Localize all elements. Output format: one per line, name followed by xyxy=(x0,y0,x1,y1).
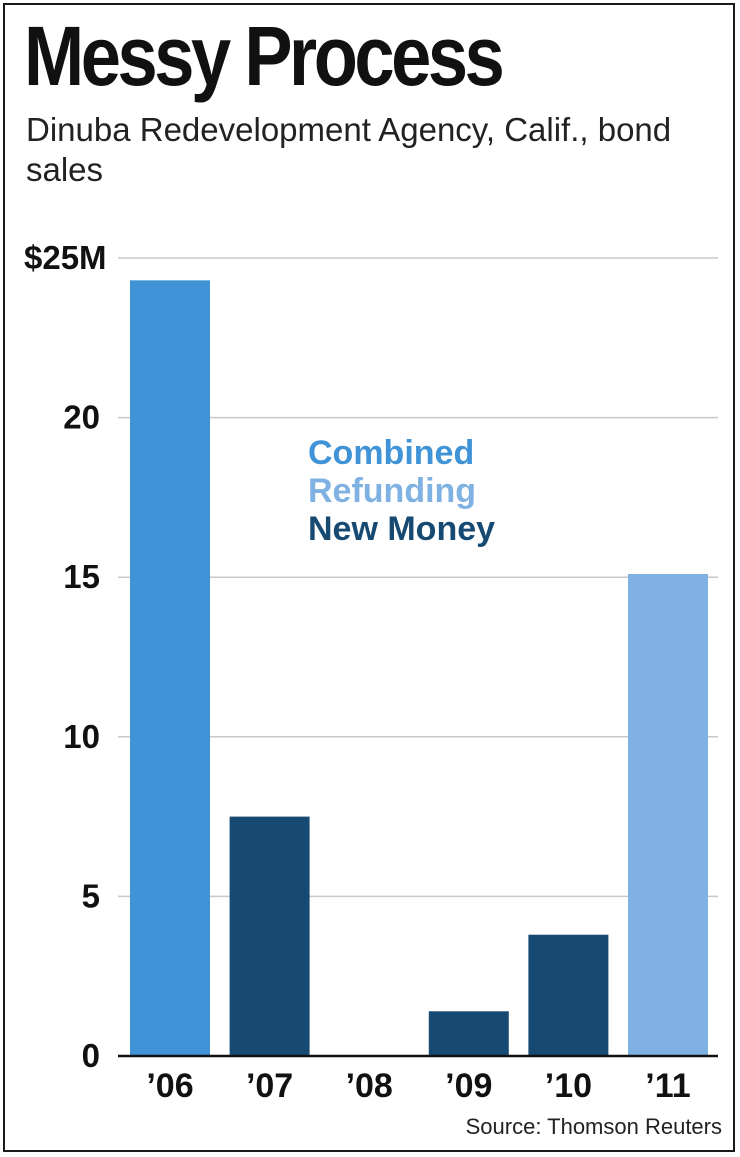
bar-4 xyxy=(528,934,609,1056)
y-tick-label-20: 20 xyxy=(63,399,100,436)
bar-0 xyxy=(130,280,210,1056)
chart-subtitle: Dinuba Redevelopment Agency, Calif., bon… xyxy=(26,111,672,188)
legend-entry-combined: Combined xyxy=(308,434,474,472)
x-tick-labels: ’06 ’07 ’08 ’09 ’10 ’11 xyxy=(146,1067,690,1105)
legend-entry-new-money: New Money xyxy=(308,510,495,548)
x-tick-label-3: ’09 xyxy=(445,1067,492,1105)
bar-3 xyxy=(428,1011,509,1056)
y-tick-label-15: 15 xyxy=(63,558,100,595)
x-tick-label-2: ’08 xyxy=(346,1067,393,1105)
x-tick-label-0: ’06 xyxy=(146,1067,193,1105)
y-tick-label-10: 10 xyxy=(63,718,100,755)
bars xyxy=(130,280,708,1056)
bar-1 xyxy=(229,816,310,1056)
x-tick-label-4: ’10 xyxy=(545,1067,592,1105)
y-tick-label-5: 5 xyxy=(82,877,100,914)
y-tick-label-0: 0 xyxy=(82,1037,100,1074)
y-tick-label-25: $25M xyxy=(24,239,107,276)
gridlines xyxy=(118,257,718,898)
legend-entry-refunding: Refunding xyxy=(308,472,476,510)
bar-5 xyxy=(628,574,708,1056)
x-tick-label-5: ’11 xyxy=(645,1067,690,1105)
x-tick-label-1: ’07 xyxy=(246,1067,293,1105)
y-tick-labels: 0 5 10 15 20 $25M xyxy=(24,239,107,1074)
source-note: Source: Thomson Reuters xyxy=(465,1114,722,1139)
chart-title: Messy Process xyxy=(24,9,505,103)
